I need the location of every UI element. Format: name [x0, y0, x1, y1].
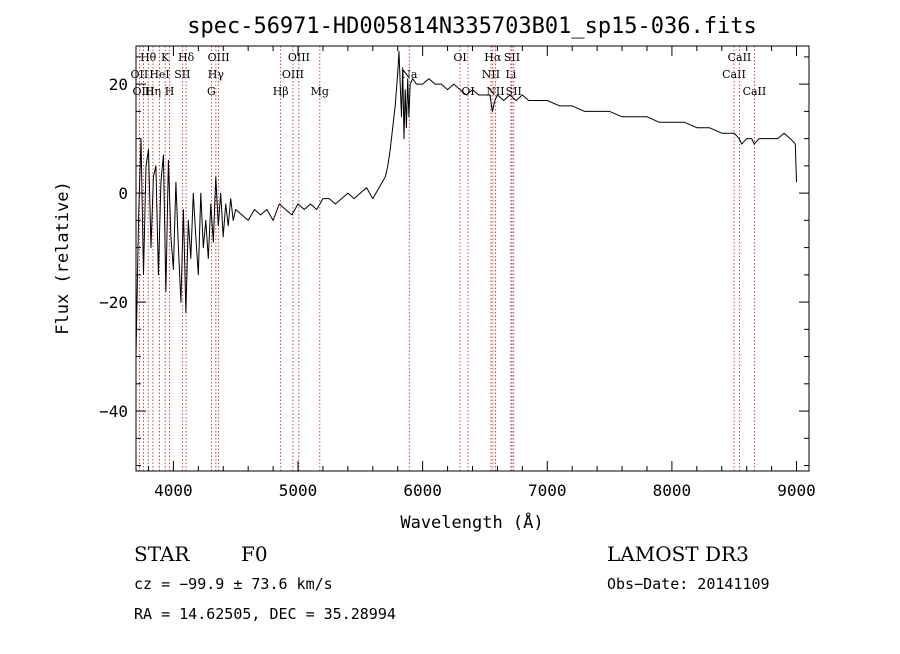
annotation-label: HeI	[149, 68, 169, 81]
annotation-label: SII	[504, 51, 520, 64]
object-subclass: F0	[241, 542, 268, 566]
annotation-label: G	[207, 85, 216, 98]
annotation-label: CaII	[722, 68, 746, 81]
annotation-layer: HθOIIOIIIHηHeIKHSIIHδGOIIIHγHβOIIIOIIIMg…	[131, 46, 767, 471]
annotation-label: Li	[505, 68, 516, 81]
series-layer	[135, 50, 797, 357]
object-class: STAR	[134, 542, 190, 566]
annotation-label: Hη	[145, 85, 161, 98]
redshift-line: cz = −99.9 ± 73.6 km/s	[134, 575, 333, 593]
annotation-label: CaII	[743, 85, 767, 98]
x-tick-label: 9000	[777, 481, 816, 500]
y-tick-label: 20	[109, 75, 128, 94]
annotation-label: Hα	[484, 51, 502, 64]
annotation-label: NII	[486, 85, 504, 98]
x-tick-label: 5000	[279, 481, 318, 500]
annotation-label: CaII	[728, 51, 752, 64]
annotation-label: K	[161, 51, 170, 64]
x-tick-label: 6000	[403, 481, 442, 500]
annotation-label: OIII	[208, 51, 230, 64]
x-axis: 4000 5000 6000 7000 8000 9000	[147, 46, 816, 500]
series-line-0	[135, 50, 797, 357]
annotation-label: OI	[453, 51, 466, 64]
y-axis: −40 −20 0 20	[99, 56, 809, 467]
annotation-label: NII	[482, 68, 500, 81]
y-tick-label: −20	[99, 293, 128, 312]
x-tick-label: 8000	[653, 481, 692, 500]
x-tick-label: 7000	[528, 481, 567, 500]
y-tick-label: −40	[99, 402, 128, 421]
annotation-label: OI	[461, 85, 474, 98]
annotation-label: Hβ	[273, 85, 289, 98]
x-tick-label: 4000	[154, 481, 193, 500]
annotation-label: OIII	[132, 85, 154, 98]
plot-frame	[135, 45, 810, 472]
obs-date-line: Obs−Date: 20141109	[607, 575, 770, 593]
survey-name: LAMOST DR3	[607, 542, 749, 566]
chart-title: spec-56971-HD005814N335703B01_sp15-036.f…	[187, 14, 757, 39]
annotation-label: H	[165, 85, 175, 98]
annotation-label: Hγ	[208, 68, 225, 81]
annotation-label: OII	[131, 68, 149, 81]
annotation-label: SII	[174, 68, 190, 81]
x-axis-label: Wavelength (Å)	[400, 511, 543, 533]
annotation-label: Hδ	[178, 51, 195, 64]
y-tick-label: 0	[118, 184, 128, 203]
annotation-label: OIII	[288, 51, 310, 64]
coords-line: RA = 14.62505, DEC = 35.28994	[134, 605, 396, 623]
annotation-label: OIII	[282, 68, 304, 81]
annotation-label: Hθ	[140, 51, 157, 64]
y-axis-label: Flux (relative)	[53, 181, 73, 335]
annotation-label: Mg	[311, 85, 329, 98]
annotation-label: Na	[401, 68, 418, 81]
